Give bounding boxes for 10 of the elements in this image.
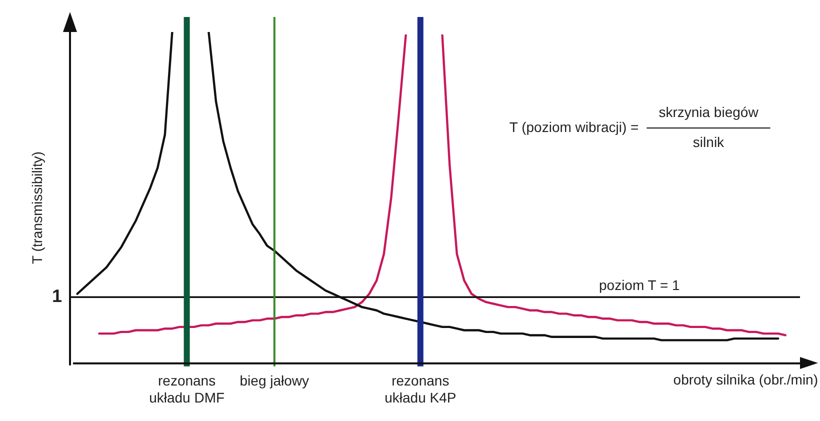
- x-axis-title: obroty silnika (obr./min): [673, 371, 818, 388]
- x-tick-label: bieg jałowy: [240, 372, 310, 389]
- annotation: silnik: [692, 134, 726, 150]
- text: 1: [52, 286, 62, 306]
- x-tick-label: rezonans układu DMF: [149, 372, 225, 406]
- x-tick-label: rezonans układu K4P: [384, 372, 456, 406]
- y-axis-title: T (transmissibility): [28, 151, 45, 264]
- annotation: T (poziom wibracji) =: [509, 118, 639, 135]
- annotation: poziom T = 1: [598, 276, 680, 293]
- annotation: skrzynia biegów: [658, 104, 760, 120]
